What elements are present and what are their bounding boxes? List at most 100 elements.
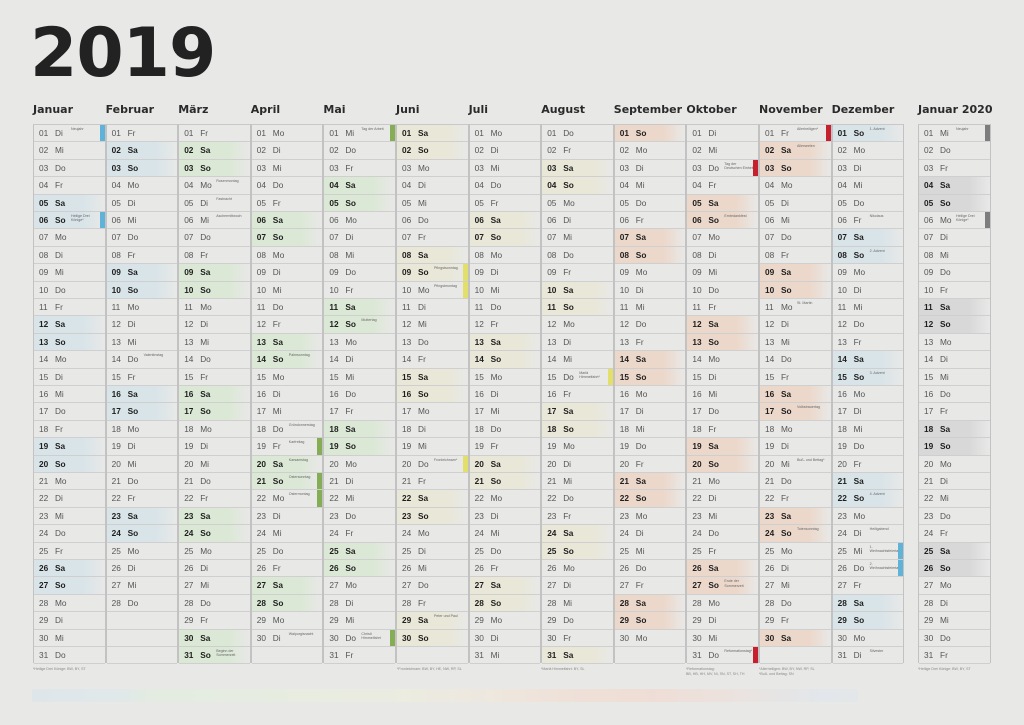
day-cell[interactable]: 17 Do bbox=[34, 403, 105, 421]
day-cell[interactable]: 06 Fr bbox=[614, 212, 686, 230]
day-cell[interactable]: 31 Mi bbox=[469, 647, 541, 665]
day-cell[interactable]: 25 Mi bbox=[614, 543, 686, 560]
day-cell[interactable]: 21 Mi bbox=[542, 473, 613, 491]
day-cell[interactable]: 02 Mi bbox=[687, 142, 758, 160]
day-cell[interactable]: 07 Mo bbox=[34, 229, 105, 247]
day-cell[interactable]: 11 Do bbox=[469, 299, 541, 317]
day-cell[interactable]: 18 Mo bbox=[106, 421, 178, 439]
day-cell[interactable]: 16 Di bbox=[469, 386, 541, 404]
day-cell[interactable]: 27 Sa bbox=[251, 577, 323, 595]
day-cell[interactable]: 13 Mi bbox=[179, 334, 250, 352]
day-cell[interactable]: 31 Fr bbox=[324, 647, 395, 665]
day-cell[interactable]: 03 Di bbox=[832, 160, 904, 178]
day-cell[interactable]: 08 So bbox=[614, 246, 686, 265]
day-cell[interactable]: 26 Di bbox=[179, 560, 250, 578]
day-cell[interactable]: 11 Mi bbox=[832, 299, 904, 317]
day-cell[interactable]: 10 Mo Pfingstmontag bbox=[397, 281, 468, 299]
day-cell[interactable]: 22 So bbox=[614, 490, 686, 508]
day-cell[interactable]: 15 So bbox=[614, 368, 686, 386]
day-cell[interactable]: 03 Mi bbox=[469, 160, 541, 178]
day-cell[interactable]: 13 Mi bbox=[760, 334, 831, 352]
day-cell[interactable]: 10 Di bbox=[832, 282, 904, 299]
day-cell[interactable]: 17 Sa bbox=[542, 403, 613, 421]
day-cell[interactable]: 07 Do bbox=[179, 229, 250, 247]
day-cell[interactable]: 09 Mo bbox=[832, 264, 904, 282]
day-cell[interactable]: 25 Do bbox=[469, 543, 541, 560]
day-cell[interactable]: 16 Sa bbox=[106, 386, 178, 404]
day-cell[interactable]: 26 So bbox=[324, 560, 395, 578]
day-cell[interactable]: 05 Mi bbox=[397, 195, 468, 212]
day-cell[interactable]: 12 So bbox=[919, 316, 990, 334]
day-cell[interactable]: 11 Fr bbox=[687, 299, 758, 317]
day-cell[interactable]: 17 Fr bbox=[919, 403, 990, 421]
day-cell[interactable]: 04 Fr bbox=[34, 177, 105, 195]
day-cell[interactable]: 30 Di bbox=[469, 630, 541, 647]
day-cell[interactable]: 18 Sa bbox=[919, 420, 990, 439]
day-cell[interactable]: 24 Fr bbox=[919, 525, 990, 543]
day-cell[interactable]: 22 Di bbox=[687, 490, 758, 508]
day-cell[interactable]: 31 Do Reformationstag* bbox=[687, 647, 758, 665]
day-cell[interactable]: 19 Di bbox=[760, 438, 831, 456]
day-cell[interactable]: 10 So bbox=[179, 281, 250, 299]
day-cell[interactable]: 04 Mi bbox=[614, 177, 686, 195]
day-cell[interactable]: 28 So bbox=[469, 594, 541, 613]
day-cell[interactable]: 08 Fr bbox=[760, 247, 831, 265]
day-cell[interactable]: 24 Di bbox=[614, 525, 686, 543]
day-cell[interactable]: 07 Do bbox=[760, 229, 831, 247]
day-cell[interactable]: 20 Fr bbox=[832, 456, 904, 473]
day-cell[interactable]: 30 Di Walpurgisnacht bbox=[251, 630, 323, 647]
day-cell[interactable]: 17 So bbox=[106, 403, 178, 421]
day-cell[interactable]: 02 Do bbox=[324, 142, 395, 160]
day-cell[interactable]: 23 Do bbox=[324, 508, 395, 526]
day-cell[interactable]: 09 Mo bbox=[614, 264, 686, 282]
day-cell[interactable]: 12 Di bbox=[760, 316, 831, 334]
day-cell[interactable]: 12 Fr bbox=[251, 316, 323, 334]
day-cell[interactable]: 24 Do bbox=[687, 525, 758, 543]
day-cell[interactable]: 12 Sa bbox=[687, 316, 758, 334]
day-cell[interactable]: 29 Mo bbox=[469, 612, 541, 630]
day-cell[interactable]: 18 Fr bbox=[34, 421, 105, 439]
day-cell[interactable]: 06 Di bbox=[542, 212, 613, 230]
day-cell[interactable]: 15 Fr bbox=[760, 369, 831, 386]
day-cell[interactable]: 28 Do bbox=[179, 595, 250, 613]
day-cell[interactable]: 17 So Volkstrauertag bbox=[760, 403, 831, 421]
day-cell[interactable]: 20 Di bbox=[542, 456, 613, 473]
day-cell[interactable]: 14 Do Valentinstag bbox=[106, 351, 178, 369]
day-cell[interactable]: 20 Mi bbox=[106, 456, 178, 473]
day-cell[interactable]: 21 Sa bbox=[614, 473, 686, 491]
day-cell[interactable]: 14 Sa bbox=[832, 351, 904, 369]
day-cell[interactable]: 29 Do bbox=[542, 612, 613, 630]
day-cell[interactable]: 17 Di bbox=[614, 403, 686, 421]
day-cell[interactable]: 27 Mi bbox=[106, 577, 178, 595]
day-cell[interactable]: 16 Sa bbox=[179, 386, 250, 404]
day-cell[interactable]: 11 Mi bbox=[614, 299, 686, 317]
day-cell[interactable]: 19 So bbox=[324, 438, 395, 456]
day-cell[interactable]: 19 Di bbox=[179, 438, 250, 456]
day-cell[interactable]: 15 Do Mariä Himmelfahrt* bbox=[542, 368, 613, 386]
day-cell[interactable]: 21 Sa bbox=[832, 473, 904, 491]
day-cell[interactable]: 01 Mo bbox=[469, 125, 541, 143]
day-cell[interactable]: 08 Di bbox=[687, 247, 758, 265]
day-cell[interactable]: 19 Sa bbox=[687, 438, 758, 456]
day-cell[interactable]: 20 So bbox=[687, 455, 758, 473]
day-cell[interactable]: 10 Mi bbox=[469, 282, 541, 299]
day-cell[interactable]: 29 So bbox=[614, 612, 686, 630]
day-cell[interactable]: 23 Sa bbox=[106, 507, 178, 526]
day-cell[interactable]: 13 Fr bbox=[832, 334, 904, 352]
day-cell[interactable]: 05 Fr bbox=[469, 195, 541, 212]
day-cell[interactable]: 25 Fr bbox=[34, 543, 105, 560]
day-cell[interactable]: 20 Mo bbox=[324, 456, 395, 473]
day-cell[interactable]: 01 Fr Allerheiligen* bbox=[760, 125, 831, 143]
day-cell[interactable]: 25 Do bbox=[251, 543, 323, 560]
day-cell[interactable]: 22 Sa bbox=[397, 490, 468, 508]
day-cell[interactable]: 19 Sa bbox=[34, 438, 105, 456]
day-cell[interactable]: 29 Mi bbox=[324, 612, 395, 630]
day-cell[interactable]: 09 Sa bbox=[760, 264, 831, 282]
day-cell[interactable]: 08 Fr bbox=[179, 247, 250, 265]
day-cell[interactable]: 02 Sa Allerseelen bbox=[760, 142, 831, 160]
day-cell[interactable]: 14 Mo bbox=[687, 351, 758, 369]
day-cell[interactable]: 08 Mi bbox=[324, 247, 395, 265]
day-cell[interactable]: 05 Mo bbox=[542, 195, 613, 212]
day-cell[interactable]: 02 Mo bbox=[614, 142, 686, 160]
day-cell[interactable]: 25 So bbox=[542, 542, 613, 560]
